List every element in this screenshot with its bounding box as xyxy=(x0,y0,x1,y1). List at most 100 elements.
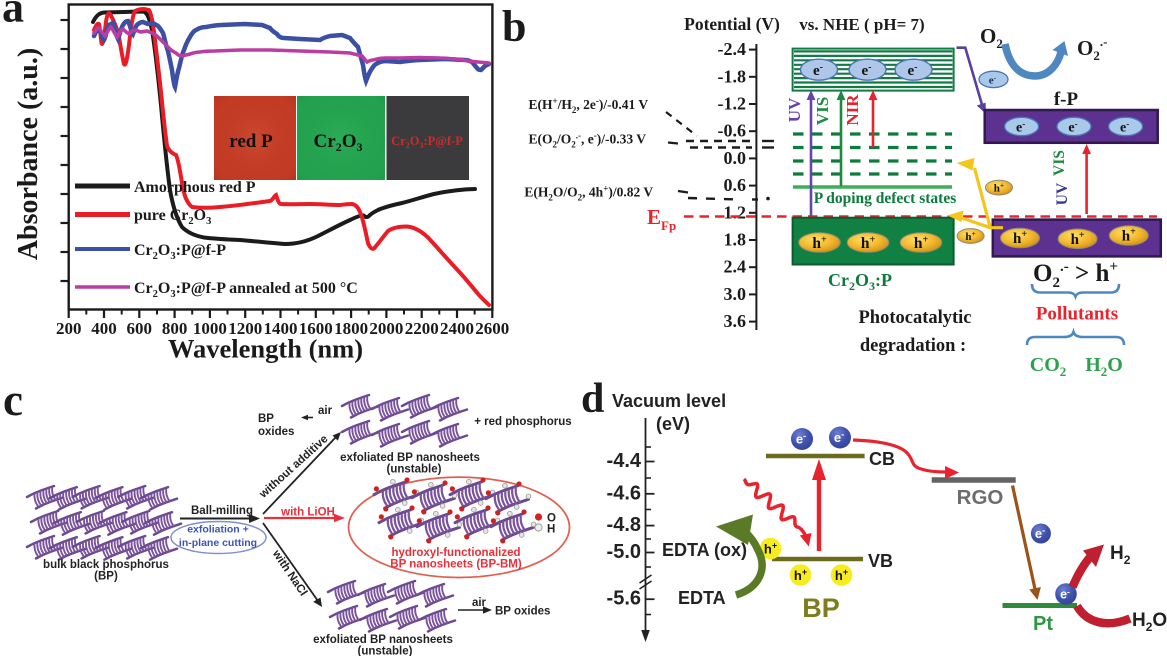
svg-text:in-plane cutting: in-plane cutting xyxy=(179,537,257,549)
svg-text:BP: BP xyxy=(802,593,840,623)
svg-text:e-: e- xyxy=(907,62,917,79)
svg-text:e-: e- xyxy=(796,431,806,447)
svg-text:800: 800 xyxy=(162,319,188,338)
svg-text:2.4: 2.4 xyxy=(724,257,747,277)
svg-text:EDTA: EDTA xyxy=(678,588,726,608)
svg-text:NIR: NIR xyxy=(843,94,862,126)
svg-text:exfoliated BP nanosheets: exfoliated BP nanosheets xyxy=(340,452,480,464)
svg-text:-2.4: -2.4 xyxy=(718,39,747,59)
svg-text:red P: red P xyxy=(229,131,273,152)
svg-text:RGO: RGO xyxy=(957,486,1004,509)
svg-text:1.2: 1.2 xyxy=(724,202,747,222)
svg-text:e-: e- xyxy=(834,430,844,446)
svg-text:b: b xyxy=(502,2,526,51)
svg-text:Ball-milling: Ball-milling xyxy=(191,505,253,517)
svg-text:1400: 1400 xyxy=(264,319,298,338)
svg-text:h+: h+ xyxy=(965,229,975,243)
svg-text:3.0: 3.0 xyxy=(724,284,747,304)
svg-text:Vacuum level: Vacuum level xyxy=(612,391,726,411)
svg-text:E(O2/O2.-, e-)/-0.33 V: E(O2/O2.-, e-)/-0.33 V xyxy=(529,131,647,150)
svg-text:(unstable): (unstable) xyxy=(387,464,442,476)
svg-text:hydroxyl-functionalized: hydroxyl-functionalized xyxy=(391,547,520,559)
svg-text:Cr2O3:P@f-P: Cr2O3:P@f-P xyxy=(134,242,226,262)
svg-text:1200: 1200 xyxy=(228,319,262,338)
svg-text:air: air xyxy=(472,597,487,609)
svg-text:UV: UV xyxy=(1054,182,1071,205)
svg-text:2400: 2400 xyxy=(440,319,474,338)
svg-text:e-: e- xyxy=(1016,119,1025,136)
svg-text:Potential (V): Potential (V) xyxy=(684,14,780,34)
svg-text:f-P: f-P xyxy=(1054,89,1079,110)
svg-text:BP nanosheets (BP-BM): BP nanosheets (BP-BM) xyxy=(390,559,522,571)
svg-text:P doping defect states: P doping defect states xyxy=(814,190,957,207)
svg-text:O: O xyxy=(547,513,556,525)
svg-text:d: d xyxy=(581,376,604,422)
svg-text:Wavelength (nm): Wavelength (nm) xyxy=(168,334,363,364)
svg-text:H: H xyxy=(547,524,555,536)
svg-text:e-: e- xyxy=(1060,587,1070,602)
svg-text:+ red phosphorus: + red phosphorus xyxy=(474,416,571,428)
svg-text:1800: 1800 xyxy=(334,319,368,338)
svg-text:(BP): (BP) xyxy=(94,571,118,583)
svg-text:e-: e- xyxy=(1035,526,1045,542)
svg-text:600: 600 xyxy=(127,319,153,338)
svg-text:Amorphous red P: Amorphous red P xyxy=(134,179,256,196)
svg-text:2600: 2600 xyxy=(475,319,509,338)
svg-text:with LiOH: with LiOH xyxy=(280,507,335,519)
svg-text:vs. NHE ( pH= 7): vs. NHE ( pH= 7) xyxy=(799,15,924,34)
svg-text:UV: UV xyxy=(785,97,804,122)
svg-text:2000: 2000 xyxy=(369,319,403,338)
svg-text:e-: e- xyxy=(1068,119,1077,136)
svg-text:bulk black phosphorus: bulk black phosphorus xyxy=(43,559,169,571)
svg-text:0.6: 0.6 xyxy=(724,175,747,195)
svg-text:e-: e- xyxy=(1120,119,1129,136)
svg-text:-1.2: -1.2 xyxy=(718,94,747,114)
svg-text:exfoliation +: exfoliation + xyxy=(187,524,249,536)
svg-text:Pt: Pt xyxy=(1033,613,1053,635)
svg-text:BP: BP xyxy=(258,413,274,425)
svg-text:2200: 2200 xyxy=(405,319,439,338)
svg-text:Cr2O3:P@f-P: Cr2O3:P@f-P xyxy=(391,134,463,150)
svg-text:EDTA (ox): EDTA (ox) xyxy=(662,540,747,560)
svg-text:-4.4: -4.4 xyxy=(607,450,642,472)
svg-text:Cr2O3: Cr2O3 xyxy=(314,131,363,154)
svg-text:Photocatalytic: Photocatalytic xyxy=(858,308,971,328)
svg-text:-5.0: -5.0 xyxy=(607,541,641,563)
svg-text:VIS: VIS xyxy=(813,97,832,125)
svg-text:Cr2O3:P: Cr2O3:P xyxy=(828,270,892,293)
svg-text:CB: CB xyxy=(869,449,895,469)
svg-text:e-: e- xyxy=(861,62,871,79)
svg-text:Pollutants: Pollutants xyxy=(1036,304,1118,325)
svg-text:(eV): (eV) xyxy=(656,414,690,434)
svg-text:O2.- > h+: O2.- > h+ xyxy=(1033,259,1118,291)
svg-text:1600: 1600 xyxy=(299,319,333,338)
svg-text:-0.6: -0.6 xyxy=(718,121,747,141)
svg-text:Cr2O3:P@f-P annealed at 500 °: Cr2O3:P@f-P annealed at 500 °C xyxy=(134,280,358,300)
svg-text:-5.6: -5.6 xyxy=(607,588,641,610)
svg-text:1000: 1000 xyxy=(193,319,227,338)
svg-text:exfoliated BP nanosheets: exfoliated BP nanosheets xyxy=(313,634,453,646)
svg-text:(unstable): (unstable) xyxy=(358,646,413,656)
svg-text:e-: e- xyxy=(813,62,823,79)
svg-text:-4.6: -4.6 xyxy=(607,482,641,504)
svg-text:200: 200 xyxy=(56,319,82,338)
svg-text:VB: VB xyxy=(868,551,893,571)
svg-text:E(H2O/O2, 4h+)/0.82 V: E(H2O/O2, 4h+)/0.82 V xyxy=(524,184,653,203)
svg-text:3.6: 3.6 xyxy=(724,311,747,331)
svg-text:1.8: 1.8 xyxy=(724,230,747,250)
svg-text:h+: h+ xyxy=(994,181,1004,195)
svg-text:Absorbance (a.u.): Absorbance (a.u.) xyxy=(13,48,44,260)
svg-text:-4.8: -4.8 xyxy=(607,514,641,536)
svg-text:0.0: 0.0 xyxy=(724,148,747,168)
svg-text:E(H+/H2, 2e-)/-0.41 V: E(H+/H2, 2e-)/-0.41 V xyxy=(529,96,649,115)
svg-text:e-: e- xyxy=(989,73,997,87)
svg-text:degradation :: degradation : xyxy=(860,336,966,356)
svg-text:BP oxides: BP oxides xyxy=(495,606,550,618)
svg-text:a: a xyxy=(2,0,24,32)
svg-text:c: c xyxy=(3,375,23,425)
svg-text:oxides: oxides xyxy=(258,426,294,438)
svg-text:-1.8: -1.8 xyxy=(718,66,747,86)
svg-text:400: 400 xyxy=(91,319,117,338)
svg-text:VIS: VIS xyxy=(1051,150,1068,176)
svg-text:air: air xyxy=(318,405,333,417)
